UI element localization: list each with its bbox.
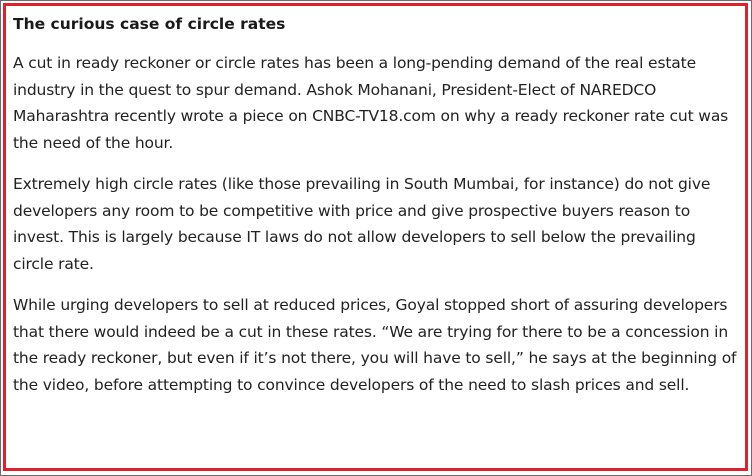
article-paragraph-1: A cut in ready reckoner or circle rates … [13,54,729,152]
article-paragraph-2: Extremely high circle rates (like those … [13,175,711,273]
highlight-box [3,3,748,471]
article-heading: The curious case of circle rates [13,15,286,33]
article-paragraph-3: While urging developers to sell at reduc… [13,296,737,394]
article-excerpt: The curious case of circle rates A cut i… [13,10,738,413]
